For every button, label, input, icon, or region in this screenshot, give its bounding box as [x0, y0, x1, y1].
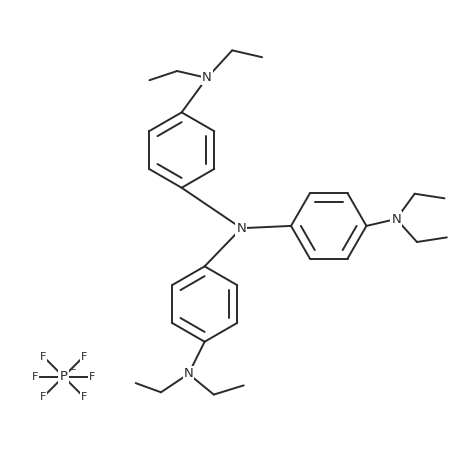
Text: F: F: [81, 392, 87, 402]
Text: N: N: [202, 71, 212, 84]
Text: F: F: [32, 372, 38, 382]
Text: P: P: [60, 370, 68, 383]
Text: N: N: [236, 222, 246, 235]
Text: N: N: [184, 367, 193, 380]
Text: N: N: [392, 213, 401, 225]
Text: F: F: [89, 372, 95, 382]
Text: −: −: [68, 364, 76, 373]
Text: F: F: [81, 351, 87, 361]
Text: F: F: [40, 392, 46, 402]
Text: F: F: [40, 351, 46, 361]
